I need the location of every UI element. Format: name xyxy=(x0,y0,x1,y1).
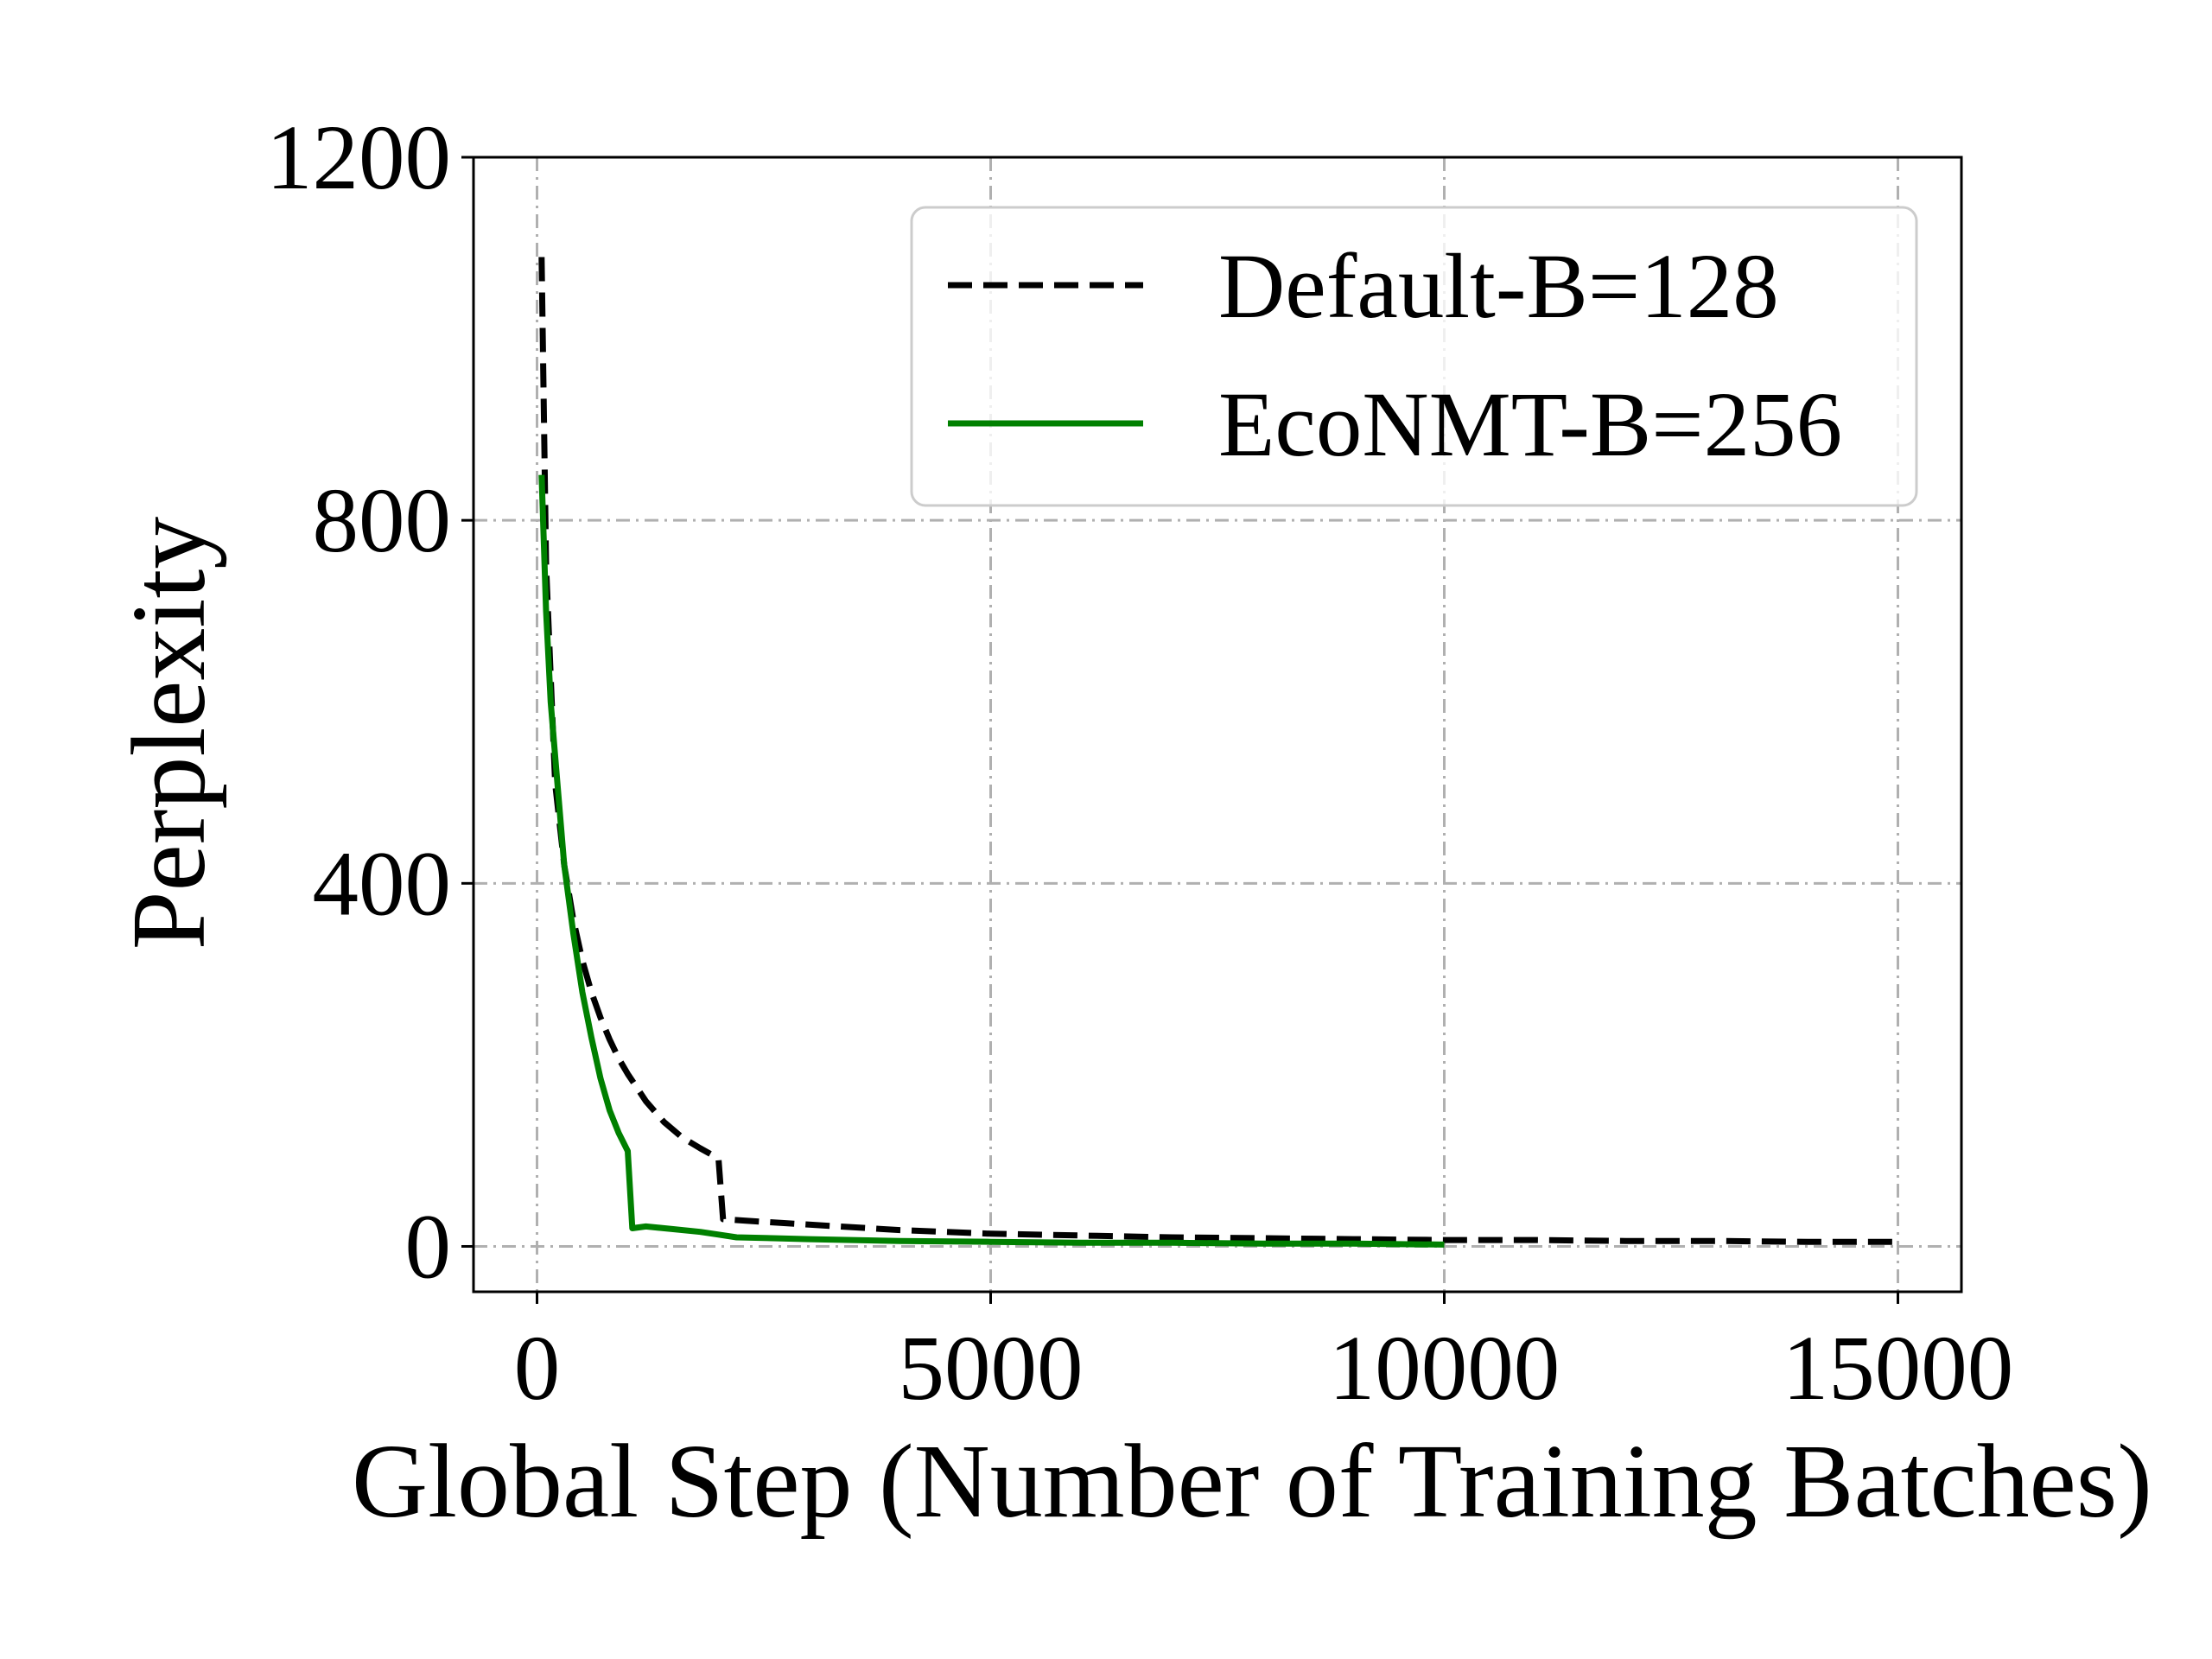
x-tick-label: 15000 xyxy=(1783,1318,2014,1420)
y-tick-label: 1200 xyxy=(266,107,451,209)
x-tick-label: 10000 xyxy=(1329,1318,1560,1420)
legend: Default-B=128 EcoNMT-B=256 xyxy=(910,206,1918,507)
legend-label: Default-B=128 xyxy=(1218,236,1779,338)
y-axis-title: Perplexity xyxy=(111,517,227,950)
y-tick-label: 400 xyxy=(313,833,452,935)
x-axis-title: Global Step (Number of Training Batches) xyxy=(352,1423,2152,1540)
y-tick-label: 0 xyxy=(405,1196,452,1298)
legend-label: EcoNMT-B=256 xyxy=(1218,374,1842,476)
legend-box xyxy=(910,206,1918,507)
plot-series xyxy=(538,257,1898,1248)
x-tick-label: 0 xyxy=(514,1318,561,1420)
plot-frame xyxy=(472,156,1963,1294)
series-line-1 xyxy=(538,257,1898,1245)
series-line-2 xyxy=(538,474,1445,1248)
y-tick-label: 800 xyxy=(313,470,452,572)
x-tick-label: 5000 xyxy=(899,1318,1084,1420)
axis-ticks: 0 5000 10000 15000 0 400 800 1200 xyxy=(266,107,2013,1420)
